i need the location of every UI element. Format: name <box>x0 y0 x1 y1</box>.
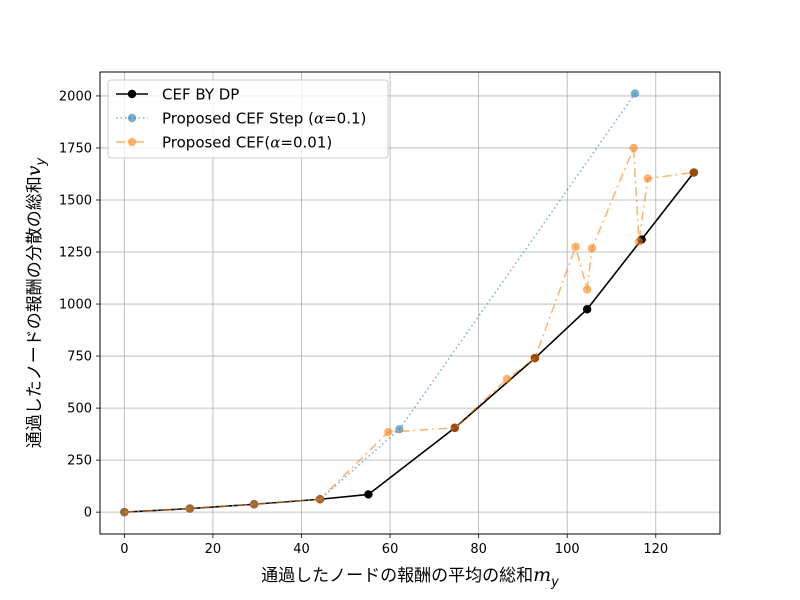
data-point <box>629 143 638 153</box>
y-axis-label: 通過したノードの報酬の分散の総和vy <box>23 157 49 448</box>
data-point <box>582 305 592 314</box>
legend-label-prefix: Proposed CEF( <box>162 134 270 152</box>
data-point <box>689 168 699 177</box>
data-point <box>502 374 512 384</box>
data-point <box>384 427 393 437</box>
data-point <box>315 495 325 504</box>
legend-label-alpha: α <box>314 110 324 128</box>
data-point <box>120 507 129 517</box>
legend-marker <box>127 113 137 123</box>
x-axis-label-math: m <box>533 564 551 586</box>
legend-entry-0: CEF BY DP <box>116 86 239 104</box>
series-line <box>124 172 695 513</box>
legend-label-prefix: Proposed CEF Step ( <box>162 110 314 128</box>
legend-label-suffix: =0.01) <box>280 134 332 152</box>
x-tick-label: 20 <box>205 542 222 557</box>
y-tick-label: 250 <box>67 454 92 469</box>
y-tick-label: 1750 <box>59 141 92 156</box>
data-point <box>450 423 459 433</box>
data-point <box>249 500 259 509</box>
y-axis: 0 250 500 750 1000 1250 1500 1750 2000 <box>59 89 100 521</box>
y-tick-label: 500 <box>67 402 92 417</box>
y-tick-label: 2000 <box>59 89 92 104</box>
grid <box>100 72 720 534</box>
y-tick-label: 750 <box>67 350 92 365</box>
data-point <box>395 425 404 434</box>
legend-label-alpha: α <box>270 134 280 152</box>
x-tick-label: 80 <box>470 542 487 557</box>
x-tick-label: 60 <box>382 542 399 557</box>
plot-frame <box>99 71 721 535</box>
series-0 <box>120 168 699 517</box>
series-line <box>124 93 636 513</box>
data-point <box>587 244 597 253</box>
y-tick-label: 1250 <box>59 246 92 261</box>
x-tick-label: 40 <box>293 542 310 557</box>
x-axis: 0 20 40 60 80 100 120 <box>120 534 668 557</box>
x-tick-label: 120 <box>643 542 668 557</box>
data-point <box>185 504 195 513</box>
legend-entry-1: Proposed CEF Step (α=0.1) <box>116 110 366 128</box>
legend-box <box>107 79 389 159</box>
legend-entry-2: Proposed CEF(α=0.01) <box>116 134 332 152</box>
x-axis-label: 通過したノードの報酬の平均の総和my <box>261 564 559 590</box>
series-line <box>124 147 694 513</box>
plot-series <box>120 89 699 517</box>
data-point <box>582 285 592 294</box>
x-tick-label: 100 <box>555 542 580 557</box>
y-axis-label-text: 通過したノードの報酬の分散の総和 <box>25 176 45 448</box>
data-point <box>643 174 653 183</box>
x-axis-label-sub: y <box>550 575 559 590</box>
y-tick-label: 1000 <box>59 298 92 313</box>
y-axis-label-sub: y <box>34 157 49 166</box>
x-axis-label-text: 通過したノードの報酬の平均の総和 <box>261 566 533 586</box>
data-point <box>571 242 580 252</box>
y-tick-label: 1500 <box>59 193 92 208</box>
data-point <box>630 89 640 98</box>
legend-marker <box>127 89 137 99</box>
series-2 <box>120 143 699 517</box>
y-tick-label: 0 <box>84 506 92 521</box>
data-point <box>530 353 540 363</box>
x-tick-label: 0 <box>120 542 128 557</box>
data-point <box>634 237 644 246</box>
legend-marker <box>127 137 137 147</box>
legend-label: Proposed CEF Step (α=0.1) <box>162 110 366 128</box>
y-axis-label-math: v <box>23 165 45 176</box>
data-point <box>364 490 373 499</box>
legend-label: Proposed CEF(α=0.01) <box>162 134 332 152</box>
legend-label: CEF BY DP <box>162 86 239 104</box>
legend-label-suffix: =0.1) <box>324 110 366 128</box>
